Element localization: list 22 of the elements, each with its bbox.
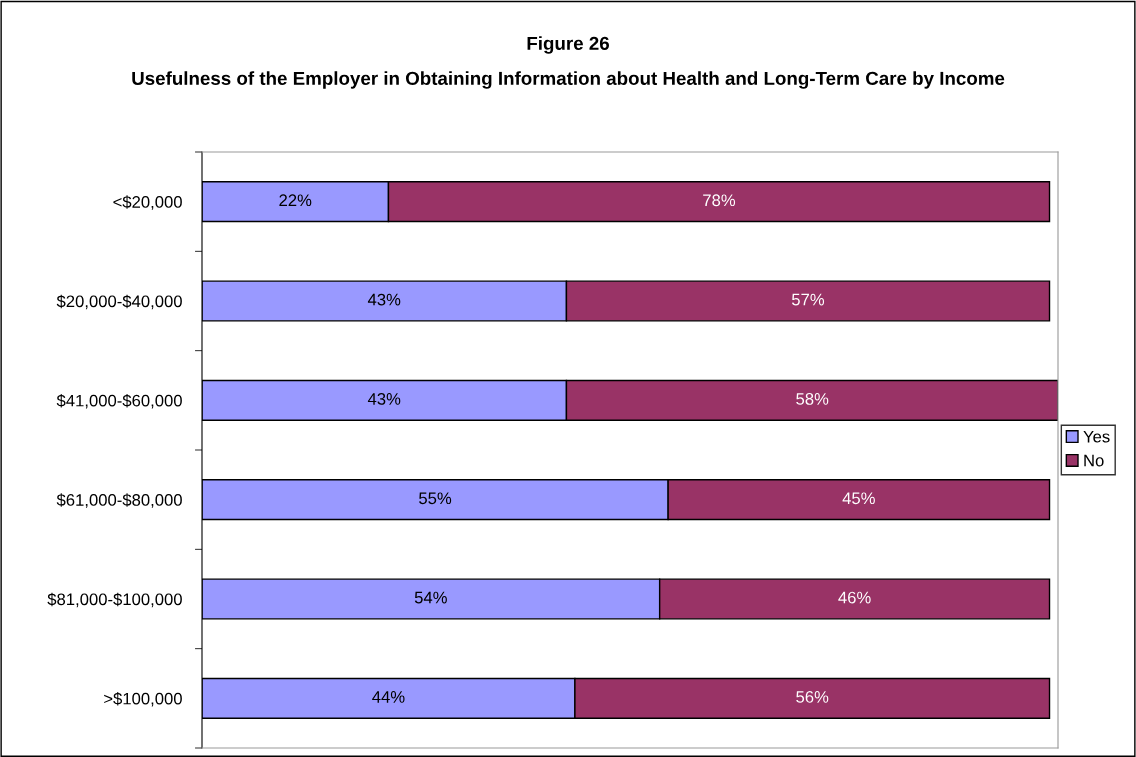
data-label: 43% bbox=[367, 393, 401, 405]
data-label: 78% bbox=[703, 194, 736, 207]
data-label: 56% bbox=[796, 691, 829, 703]
data-label: 45% bbox=[842, 492, 875, 505]
data-label: 46% bbox=[838, 591, 871, 604]
y-tick-label: >$100,000 bbox=[104, 692, 182, 707]
y-tick-label: $61,000-$80,000 bbox=[56, 493, 182, 508]
chart-subtitle: Usefulness of the Employer in Obtaining Information about Health and Long-Term Care by Income bbox=[132, 71, 1005, 89]
y-tick-label: $81,000-$100,000 bbox=[47, 592, 182, 608]
chart-title: Figure 26 bbox=[527, 36, 609, 54]
data-label: 22% bbox=[279, 194, 312, 207]
data-label: 55% bbox=[419, 492, 452, 505]
data-label: 58% bbox=[796, 393, 829, 405]
data-label: 43% bbox=[367, 293, 401, 306]
data-label: 44% bbox=[372, 691, 405, 703]
y-tick-label: <$20,000 bbox=[113, 195, 182, 210]
data-label: 57% bbox=[791, 293, 825, 306]
y-tick-label: $41,000-$60,000 bbox=[56, 394, 182, 409]
data-label: 54% bbox=[414, 591, 447, 604]
y-tick-label: $20,000-$40,000 bbox=[56, 294, 182, 310]
legend-label: Yes bbox=[1083, 430, 1110, 443]
legend-label: No bbox=[1084, 454, 1104, 467]
